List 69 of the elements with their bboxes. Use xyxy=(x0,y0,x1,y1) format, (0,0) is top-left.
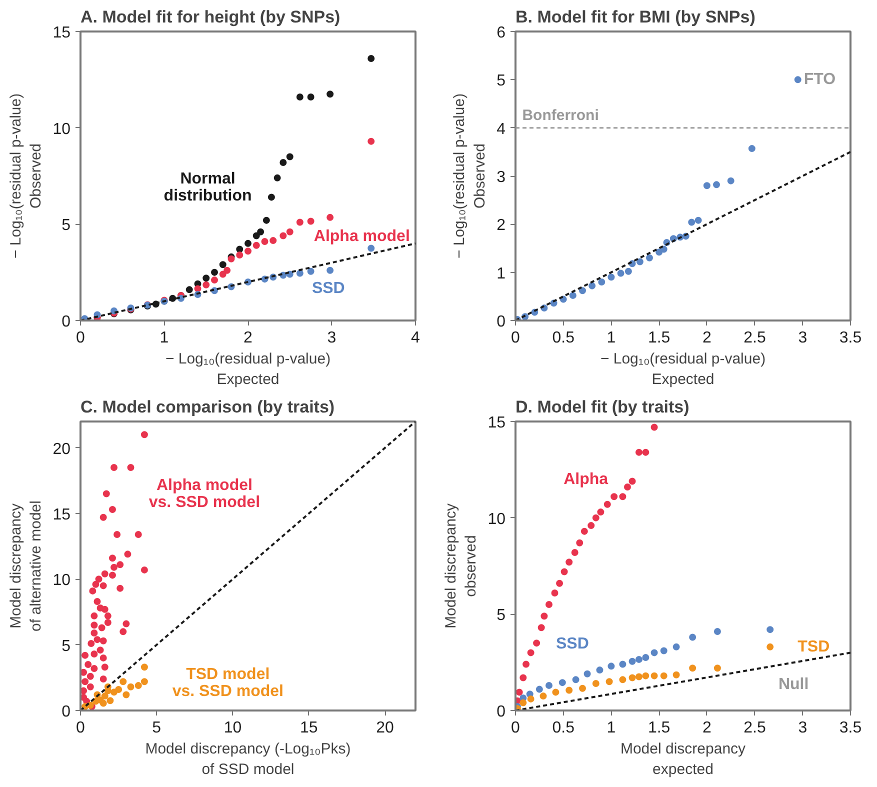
x-tick-label: 3 xyxy=(327,330,336,346)
annotation: FTO xyxy=(804,71,836,88)
series-label: TSD model vs. SSD model xyxy=(172,666,284,700)
x-tick-label: 3.5 xyxy=(839,330,862,346)
x-tick-label: 2 xyxy=(702,720,712,736)
ref-line-label: Bonferroni xyxy=(522,106,599,124)
x-tick-label: 15 xyxy=(300,720,318,736)
series-label: SSD xyxy=(556,636,589,653)
y-tick-label: 6 xyxy=(496,24,506,42)
x-tick-label: 5 xyxy=(152,720,162,736)
series-label: TSD xyxy=(798,638,830,656)
y-tick-label: 0 xyxy=(62,704,71,720)
y-tick-label: 5 xyxy=(62,217,71,234)
x-tick-label: 2 xyxy=(244,330,253,346)
y-tick-label: 15 xyxy=(52,506,71,524)
x-tick-label: 2.5 xyxy=(744,330,766,346)
y-tick-label: 2 xyxy=(496,217,506,234)
x-tick-label: 3 xyxy=(798,720,808,736)
x-tick-label: 4 xyxy=(411,330,420,346)
y-tick-label: 1 xyxy=(496,265,506,282)
x-axis-title: Model discrepancy expected xyxy=(620,740,746,778)
x-tick-label: 0 xyxy=(76,720,86,736)
y-tick-label: 10 xyxy=(52,572,71,590)
x-tick-label: 3.5 xyxy=(839,720,862,736)
x-tick-label: 1 xyxy=(606,330,616,346)
y-axis-title: − Log₁₀(residual p-value) Observed xyxy=(7,93,45,259)
y-tick-label: 5 xyxy=(62,638,71,655)
y-tick-label: 10 xyxy=(488,510,506,528)
y-tick-label: 5 xyxy=(496,72,506,90)
x-axis-title: − Log₁₀(residual p-value) Expected xyxy=(165,350,331,388)
annotation: Null xyxy=(778,676,809,693)
x-tick-label: 0 xyxy=(511,330,520,346)
x-tick-label: 0 xyxy=(76,330,86,346)
y-tick-label: 4 xyxy=(496,120,506,138)
chart-title: A. Model fit for height (by SNPs) xyxy=(80,8,340,26)
y-axis-title: − Log₁₀(residual p-value) Observed xyxy=(451,93,489,259)
y-tick-label: 0 xyxy=(496,314,506,330)
x-tick-label: 2.5 xyxy=(744,720,766,736)
y-axis-title: Model discrepancy observed xyxy=(442,502,480,629)
series-label: SSD xyxy=(312,280,345,298)
y-tick-label: 5 xyxy=(496,607,506,624)
chart-title: C. Model comparison (by traits) xyxy=(80,398,335,416)
chart-title: B. Model fit for BMI (by SNPs) xyxy=(516,8,756,26)
x-axis-title: Model discrepancy (-Log₁₀Pks) of SSD model xyxy=(145,740,351,778)
chart-title: D. Model fit (by traits) xyxy=(516,398,690,416)
x-tick-label: 3 xyxy=(798,330,808,346)
x-tick-label: 0.5 xyxy=(552,720,575,736)
y-tick-label: 0 xyxy=(496,704,506,720)
x-tick-label: 10 xyxy=(224,720,242,736)
x-tick-label: 2 xyxy=(702,330,712,346)
x-tick-label: 0.5 xyxy=(552,330,575,346)
series-label: Alpha model vs. SSD model xyxy=(148,476,260,511)
y-tick-label: 10 xyxy=(52,120,71,138)
y-tick-label: 15 xyxy=(488,414,506,432)
y-tick-label: 20 xyxy=(52,440,71,458)
x-tick-label: 1 xyxy=(606,720,616,736)
x-tick-label: 1.5 xyxy=(648,330,670,346)
x-axis-title: − Log₁₀(residual p-value) Expected xyxy=(600,350,766,388)
y-tick-label: 15 xyxy=(52,24,71,42)
x-tick-label: 0 xyxy=(511,720,520,736)
series-label: Alpha xyxy=(564,470,608,488)
x-tick-label: 20 xyxy=(376,720,394,736)
series-label: Normal distribution xyxy=(164,170,252,205)
y-axis-title: Model discrepancy of alternative model xyxy=(7,500,45,632)
y-tick-label: 0 xyxy=(62,314,71,330)
y-tick-label: 3 xyxy=(496,169,506,186)
x-tick-label: 1.5 xyxy=(648,720,670,736)
x-tick-label: 1 xyxy=(160,330,169,346)
series-label: Alpha model xyxy=(314,228,410,246)
